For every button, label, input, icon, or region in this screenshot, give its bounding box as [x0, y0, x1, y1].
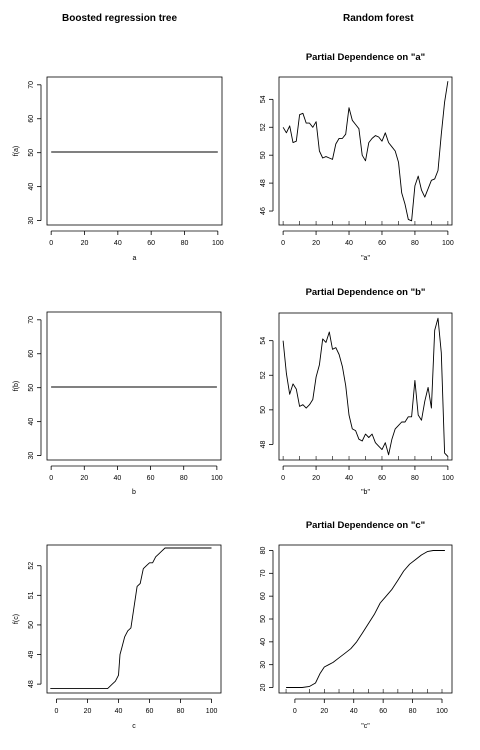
- x-tick-label: 80: [177, 708, 185, 715]
- x-tick-label: 20: [312, 240, 320, 247]
- y-tick-label: 40: [28, 418, 35, 426]
- right-column-title: Random forest: [343, 13, 414, 24]
- x-axis-label: a: [133, 255, 137, 262]
- x-tick-label: 20: [320, 708, 328, 715]
- x-tick-label: 20: [80, 475, 88, 482]
- y-tick-label: 40: [260, 638, 267, 646]
- plot-frame: [46, 544, 222, 694]
- x-tick-label: 60: [147, 475, 155, 482]
- y-tick-label: 60: [260, 592, 267, 600]
- y-tick-label: 50: [28, 149, 35, 157]
- x-tick-label: 80: [409, 708, 417, 715]
- y-tick-label: 70: [28, 316, 35, 324]
- x-tick-label: 80: [181, 240, 189, 247]
- y-tick-label: 48: [260, 440, 267, 448]
- y-tick-label: 30: [260, 661, 267, 669]
- x-tick-label: 100: [211, 475, 223, 482]
- plot-frame: [278, 544, 453, 694]
- x-axis-label: "c": [361, 723, 370, 730]
- x-tick-label: 0: [49, 475, 53, 482]
- x-tick-label: 100: [212, 240, 224, 247]
- y-axis-label: f(a): [13, 146, 20, 157]
- y-tick-label: 50: [28, 384, 35, 392]
- x-tick-label: 100: [436, 708, 448, 715]
- x-tick-label: 0: [55, 708, 59, 715]
- y-axis-label: f(b): [13, 381, 20, 392]
- series-line: [50, 547, 212, 690]
- x-tick-label: 40: [114, 240, 122, 247]
- x-tick-label: 100: [442, 240, 454, 247]
- x-axis-label: "b": [361, 489, 370, 496]
- x-tick-label: 60: [378, 475, 386, 482]
- y-tick-label: 80: [260, 546, 267, 554]
- x-tick-label: 0: [281, 240, 285, 247]
- x-tick-label: 0: [49, 240, 53, 247]
- y-tick-label: 50: [260, 615, 267, 623]
- panel-1: 0 20 40 60 80 100 30 40 50 60 70 a f(a): [13, 76, 224, 262]
- y-tick-label: 20: [260, 684, 267, 692]
- y-tick-label: 60: [28, 350, 35, 358]
- series-line: [286, 550, 445, 688]
- y-tick-label: 50: [28, 621, 35, 629]
- chart-title: Partial Dependence on "a": [306, 52, 425, 63]
- x-axis-label: c: [132, 723, 136, 730]
- x-tick-label: 80: [411, 240, 419, 247]
- x-tick-label: 80: [411, 475, 419, 482]
- y-tick-label: 40: [28, 183, 35, 191]
- y-tick-label: 48: [260, 179, 267, 187]
- series-line: [282, 81, 449, 222]
- plot-frame: [46, 311, 222, 461]
- panel-4: 0 20 40 60 80 100 48 50 52 54 "b" Partial Dependenc…: [260, 287, 454, 496]
- x-tick-label: 100: [206, 708, 218, 715]
- x-tick-label: 60: [147, 240, 155, 247]
- y-tick-label: 51: [28, 591, 35, 599]
- x-tick-label: 0: [293, 708, 297, 715]
- x-tick-label: 60: [146, 708, 154, 715]
- y-tick-label: 52: [260, 371, 267, 379]
- y-tick-label: 60: [28, 115, 35, 123]
- x-tick-label: 40: [345, 475, 353, 482]
- x-tick-label: 40: [350, 708, 358, 715]
- y-tick-label: 52: [260, 123, 267, 131]
- x-tick-label: 60: [378, 240, 386, 247]
- plot-frame: [46, 76, 223, 226]
- y-tick-label: 48: [28, 680, 35, 688]
- x-tick-label: 100: [442, 475, 454, 482]
- x-tick-label: 40: [345, 240, 353, 247]
- y-tick-label: 52: [28, 562, 35, 570]
- x-tick-label: 20: [81, 240, 89, 247]
- y-tick-label: 50: [260, 406, 267, 414]
- y-tick-label: 49: [28, 651, 35, 659]
- x-tick-label: 0: [281, 475, 285, 482]
- x-tick-label: 60: [379, 708, 387, 715]
- y-tick-label: 70: [260, 569, 267, 577]
- left-column-title: Boosted regression tree: [62, 13, 178, 24]
- chart-title: Partial Dependence on "b": [306, 287, 426, 298]
- y-axis-label: f(c): [13, 614, 20, 624]
- y-tick-label: 54: [260, 95, 267, 103]
- y-tick-label: 54: [260, 337, 267, 345]
- y-tick-label: 50: [260, 151, 267, 159]
- plot-frame: [278, 312, 453, 461]
- y-tick-label: 30: [28, 452, 35, 460]
- panel-6: 0 20 40 60 80 100 20 30 40 50 60 70 80 "c" Partial Dep…: [260, 520, 453, 730]
- panel-3: 0 20 40 60 80 100 30 40 50 60 70 b f(b): [13, 311, 223, 496]
- x-tick-label: 80: [180, 475, 188, 482]
- chart-title: Partial Dependence on "c": [306, 520, 425, 531]
- x-axis-label: "a": [361, 255, 370, 262]
- y-tick-label: 70: [28, 81, 35, 89]
- x-axis-label: b: [132, 489, 136, 496]
- x-tick-label: 40: [114, 475, 122, 482]
- panel-2: 0 20 40 60 80 100 46 48 50 52 54 "a" Partial Depende…: [260, 52, 454, 262]
- x-tick-label: 20: [84, 708, 92, 715]
- plot-frame: [278, 76, 453, 226]
- y-tick-label: 46: [260, 207, 267, 215]
- series-line: [282, 317, 449, 457]
- x-tick-label: 40: [115, 708, 123, 715]
- y-tick-label: 30: [28, 217, 35, 225]
- panel-5: 0 20 40 60 80 100 48 49 50 51 52 c f(c): [13, 544, 222, 730]
- x-tick-label: 20: [312, 475, 320, 482]
